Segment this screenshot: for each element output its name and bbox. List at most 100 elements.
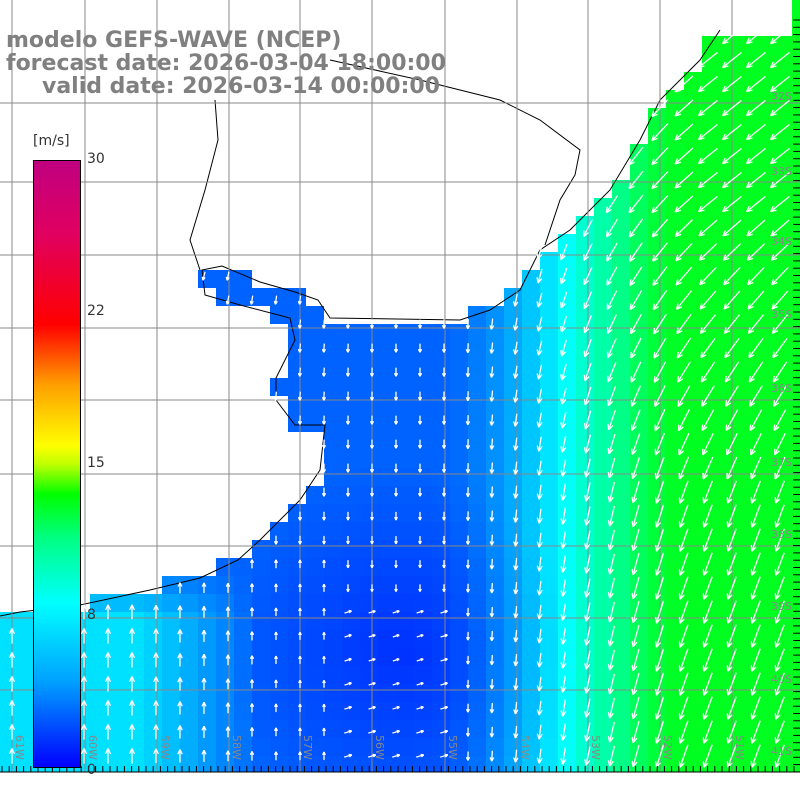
wind-cell <box>270 378 288 396</box>
wind-arrow <box>726 504 737 528</box>
wind-arrow <box>771 266 789 286</box>
wind-cell <box>342 432 360 450</box>
wind-arrow <box>607 433 616 455</box>
wind-cell <box>540 486 558 504</box>
wind-arrow <box>674 99 694 117</box>
wind-cell <box>468 486 486 504</box>
wind-arrow <box>651 99 669 118</box>
wind-cell <box>504 486 522 504</box>
wind-cell <box>342 378 360 396</box>
wind-arrow <box>370 511 374 521</box>
wind-cell <box>792 126 800 144</box>
wind-arrow <box>722 124 742 141</box>
wind-arrow <box>393 367 399 377</box>
wind-arrow <box>394 560 398 569</box>
lon-label: 55W <box>446 735 459 760</box>
wind-arrow <box>674 147 694 165</box>
wind-cell <box>666 144 684 162</box>
wind-cell <box>18 630 36 648</box>
wind-arrow <box>747 314 765 334</box>
wind-arrow <box>607 601 616 623</box>
wind-cell <box>684 612 702 630</box>
wind-cell <box>594 378 612 396</box>
wind-cell <box>702 720 720 738</box>
wind-arrow <box>631 625 640 648</box>
wind-arrow <box>249 631 255 641</box>
wind-arrow <box>678 648 689 672</box>
wind-arrow <box>774 696 785 720</box>
wind-arrow <box>489 655 495 666</box>
wind-cell <box>648 234 666 252</box>
wind-arrow <box>345 391 351 401</box>
wind-arrow <box>560 603 567 621</box>
wind-cell <box>342 612 360 630</box>
wind-arrow <box>701 409 715 432</box>
wind-cell <box>666 288 684 306</box>
wind-arrow <box>225 654 231 666</box>
lon-label: 61W <box>13 735 26 760</box>
wind-cell <box>378 540 396 558</box>
wind-arrow <box>273 295 278 305</box>
wind-arrow <box>536 532 543 548</box>
wind-cell <box>162 666 180 684</box>
wind-arrow <box>393 343 399 353</box>
wind-cell <box>774 504 792 522</box>
wind-cell <box>288 684 306 702</box>
wind-cell <box>594 486 612 504</box>
wind-cell <box>216 576 234 594</box>
wind-cell <box>486 522 504 540</box>
wind-cell <box>630 504 648 522</box>
wind-cell <box>558 612 576 630</box>
wind-arrow <box>153 652 159 668</box>
wind-cell <box>342 702 360 720</box>
wind-arrow <box>440 681 448 686</box>
colorbar-label-22: 22 <box>87 303 105 319</box>
wind-cell <box>612 180 630 198</box>
wind-cell <box>612 720 630 738</box>
wind-cell <box>324 594 342 612</box>
wind-arrow <box>654 432 666 456</box>
wind-cell <box>252 576 270 594</box>
wind-cell <box>234 288 252 306</box>
wind-cell <box>432 558 450 576</box>
wind-arrow <box>465 319 471 330</box>
wind-arrow <box>322 607 326 616</box>
wind-cell <box>306 756 324 774</box>
wind-arrow <box>249 559 255 569</box>
wind-cell <box>684 180 702 198</box>
wind-cell <box>792 540 800 558</box>
wind-arrow <box>489 366 495 378</box>
lat-label: 41S <box>771 745 792 758</box>
wind-cell <box>612 288 630 306</box>
wind-cell <box>378 684 396 702</box>
wind-cell <box>504 468 522 486</box>
wind-cell <box>522 684 540 702</box>
wind-cell <box>306 666 324 684</box>
wind-cell <box>576 558 594 576</box>
wind-arrow <box>344 609 352 614</box>
wind-arrow <box>770 28 790 45</box>
wind-arrow <box>321 415 327 425</box>
wind-arrow <box>177 653 183 667</box>
wind-cell <box>18 648 36 666</box>
wind-cell <box>738 414 756 432</box>
wind-cell <box>594 648 612 666</box>
wind-arrow <box>701 385 715 407</box>
wind-arrow <box>417 439 423 449</box>
wind-cell <box>396 648 414 666</box>
wind-arrow <box>418 511 422 521</box>
wind-arrow <box>750 528 761 552</box>
wind-cell <box>756 216 774 234</box>
wind-cell <box>522 702 540 720</box>
wind-arrow <box>128 724 136 740</box>
wind-cell <box>720 576 738 594</box>
wind-arrow <box>489 534 495 546</box>
wind-arrow <box>345 463 351 473</box>
wind-cell <box>468 720 486 738</box>
wind-arrow <box>321 343 326 353</box>
wind-arrow <box>607 745 616 767</box>
wind-arrow <box>201 701 207 714</box>
wind-cell <box>432 414 450 432</box>
wind-cell <box>252 648 270 666</box>
colorbar-label-0: 0 <box>87 762 96 778</box>
